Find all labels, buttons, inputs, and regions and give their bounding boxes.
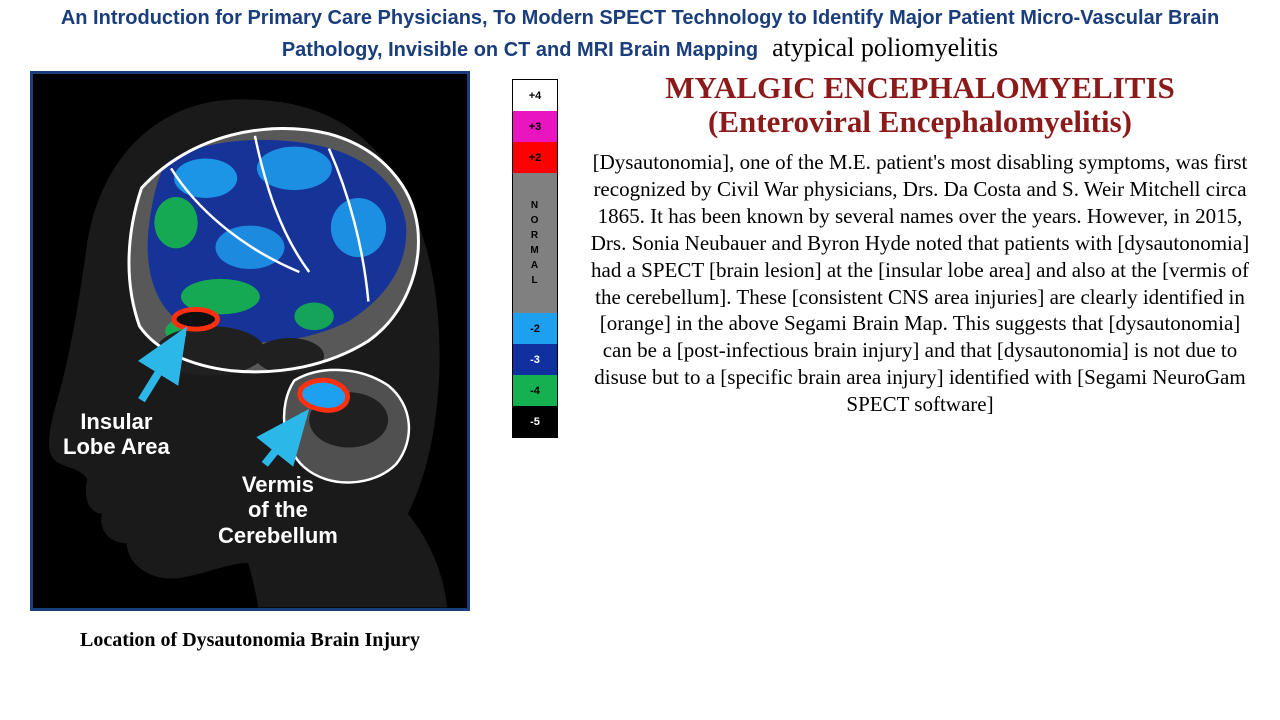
label-vermis: Vermisof theCerebellum [218,472,338,548]
scale-cell: +3 [513,111,557,142]
scale-cell: -5 [513,406,557,437]
label-insular: InsularLobe Area [63,409,170,460]
title-line2: (Enteroviral Encephalomyelitis) [708,104,1132,139]
main-title: MYALGIC ENCEPHALOMYELITIS (Enteroviral E… [580,71,1260,139]
color-scale-column: +4+3+2NORMAL-2-3-4-5 [512,71,560,652]
right-column: MYALGIC ENCEPHALOMYELITIS (Enteroviral E… [572,71,1260,652]
scale-cell: +2 [513,142,557,173]
color-scale: +4+3+2NORMAL-2-3-4-5 [512,79,558,438]
header-line1: An Introduction for Primary Care Physici… [61,7,1219,29]
scale-cell: +4 [513,80,557,111]
header-line2-left: Pathology, Invisible on CT and MRI Brain… [282,39,758,62]
body-paragraph: [Dysautonomia], one of the M.E. patient'… [580,149,1260,418]
figure-caption: Location of Dysautonomia Brain Injury [30,629,470,652]
scale-cell: -3 [513,344,557,375]
scale-cell: NORMAL [513,173,557,313]
brain-scan-figure: InsularLobe Area Vermisof theCerebellum [30,71,470,611]
scale-cell: -2 [513,313,557,344]
page-header: An Introduction for Primary Care Physici… [0,0,1280,33]
header-line2-right: atypical poliomyelitis [772,33,998,63]
main-content: InsularLobe Area Vermisof theCerebellum … [0,67,1280,652]
left-column: InsularLobe Area Vermisof theCerebellum … [20,71,500,652]
scale-cell: -4 [513,375,557,406]
subheader-row: Pathology, Invisible on CT and MRI Brain… [0,33,1280,67]
title-line1: MYALGIC ENCEPHALOMYELITIS [665,70,1175,105]
